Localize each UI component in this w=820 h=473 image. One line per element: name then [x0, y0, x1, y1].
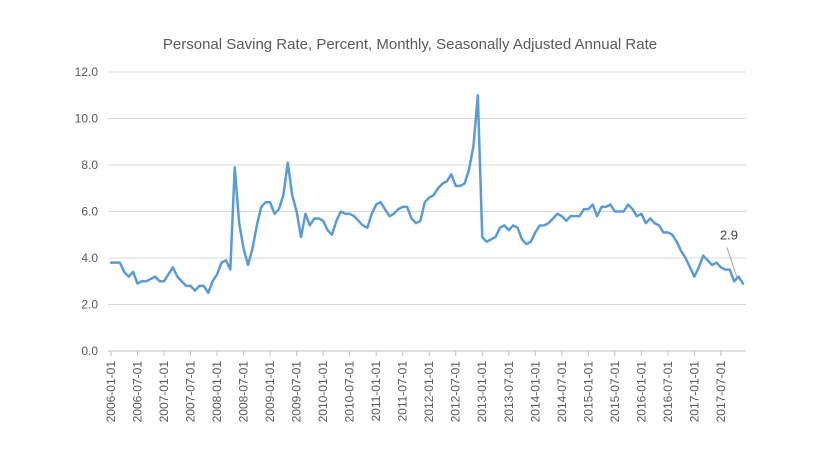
x-tick-label: 2016-07-01 [661, 361, 675, 423]
x-tick-label: 2008-07-01 [237, 361, 251, 423]
annotation-layer: 2.9 [720, 228, 738, 278]
y-axis: 0.0 2.0 4.0 6.0 8.0 10.0 12.0 [75, 65, 99, 358]
x-tick-label: 2009-01-01 [263, 361, 277, 423]
x-tick-label: 2011-01-01 [369, 361, 383, 422]
x-tick-label: 2006-07-01 [131, 361, 145, 423]
x-tick-label: 2015-07-01 [608, 361, 622, 423]
x-tick-label: 2006-01-01 [104, 361, 118, 423]
series-line [109, 94, 745, 295]
x-tick-label: 2017-01-01 [687, 361, 701, 423]
y-tick-label: 12.0 [75, 65, 99, 79]
x-axis: 2006-01-01 2006-07-01 2007-01-01 2007-07-01… [104, 351, 728, 422]
x-tick-label: 2007-07-01 [184, 361, 198, 423]
gridlines [108, 71, 746, 352]
y-tick-label: 4.0 [81, 251, 98, 265]
x-tick-label: 2013-01-01 [475, 361, 489, 423]
y-tick-label: 10.0 [75, 112, 99, 126]
x-tick-label: 2013-07-01 [502, 361, 516, 423]
y-tick-label: 6.0 [81, 205, 98, 219]
x-tick-label: 2016-01-01 [634, 361, 648, 423]
x-tick-label: 2012-07-01 [449, 361, 463, 423]
x-tick-label: 2011-07-01 [396, 361, 410, 422]
annotation-label: 2.9 [720, 228, 738, 243]
series-layer [109, 94, 745, 295]
x-tick-label: 2008-01-01 [210, 361, 224, 423]
y-tick-label: 8.0 [81, 158, 98, 172]
x-tick-label: 2010-01-01 [316, 361, 330, 423]
annotation-leader-line [726, 247, 738, 278]
x-tick-label: 2014-01-01 [528, 361, 542, 423]
x-tick-label: 2014-07-01 [555, 361, 569, 423]
y-tick-label: 2.0 [81, 298, 98, 312]
x-tick-label: 2009-07-01 [290, 361, 304, 423]
chart-title: Personal Saving Rate, Percent, Monthly, … [162, 36, 658, 53]
x-tick-label: 2015-01-01 [581, 361, 595, 423]
x-tick-label: 2012-01-01 [422, 361, 436, 423]
y-tick-label: 0.0 [81, 344, 98, 358]
x-tick-label: 2007-01-01 [157, 361, 171, 423]
x-tick-label: 2010-07-01 [343, 361, 357, 423]
x-tick-label: 2017-07-01 [714, 361, 728, 423]
